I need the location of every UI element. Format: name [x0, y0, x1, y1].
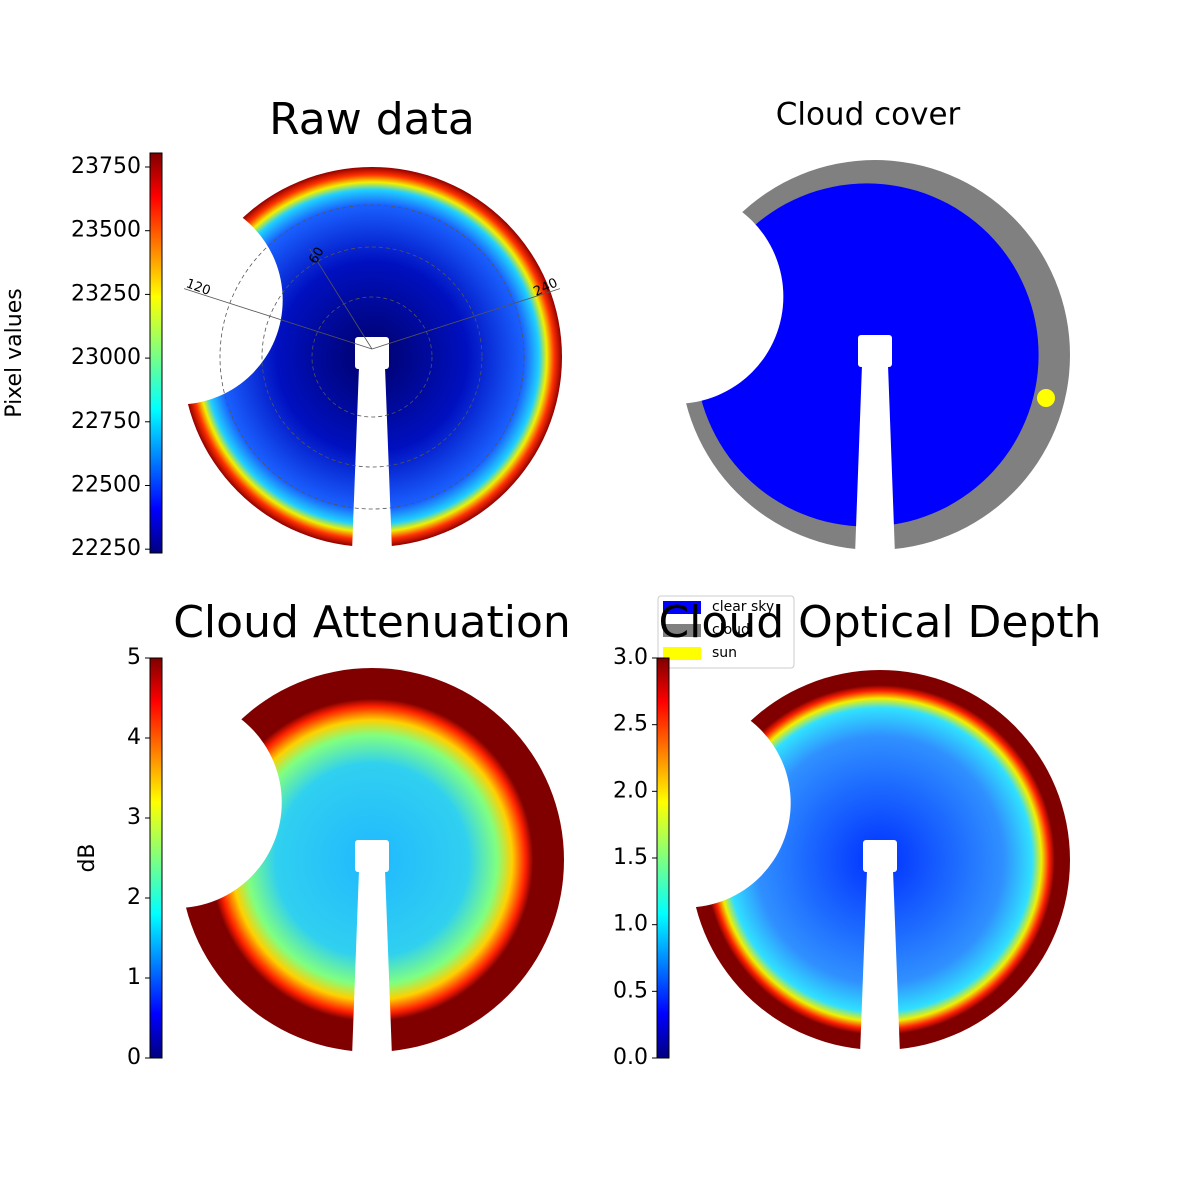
legend-patch — [663, 647, 701, 660]
colorbar-label: dB — [75, 843, 100, 872]
colorbar-tick-label: 1 — [127, 965, 141, 990]
polar-grid-circle — [219, 204, 525, 510]
horizon-mask — [568, 189, 784, 404]
polar-spoke — [309, 248, 373, 350]
mast-mask — [860, 870, 900, 1055]
legend-label: cloud — [712, 622, 750, 638]
colorbar-tick-label: 23250 — [71, 281, 141, 306]
panel-title: Cloud cover — [776, 97, 961, 133]
colorbar-tick-label: 3 — [127, 805, 141, 830]
mast-mask — [352, 870, 392, 1057]
camera-mask — [863, 840, 897, 872]
legend-label: clear sky — [712, 599, 774, 615]
colorbar — [656, 657, 670, 1059]
colorbar-tick-label: 0 — [127, 1045, 141, 1070]
panel-title: Cloud Optical Depth — [658, 597, 1101, 648]
mast-mask — [855, 365, 895, 555]
colorbar-tick-label: 1.5 — [613, 845, 648, 870]
colorbar-tick-label: 0.5 — [613, 978, 648, 1003]
panel-title: Raw data — [269, 94, 475, 145]
polar-grid-circle — [311, 296, 433, 418]
sun-marker — [1037, 389, 1055, 407]
colorbar-tick-label: 2 — [127, 885, 141, 910]
colorbar-tick-label: 22250 — [71, 536, 141, 561]
colorbar-tick-label: 5 — [127, 645, 141, 670]
colorbar-tick-label: 22750 — [71, 409, 141, 434]
colorbar-tick-label: 22500 — [71, 472, 141, 497]
legend-patch — [663, 601, 701, 614]
legend-label: sun — [712, 645, 737, 661]
legend-patch — [663, 624, 701, 637]
polar-grid-circle — [261, 246, 483, 468]
colorbar-tick-label: 4 — [127, 725, 141, 750]
colorbar-tick-label: 1.0 — [613, 912, 648, 937]
camera-mask — [355, 840, 389, 872]
camera-mask — [858, 335, 892, 367]
mast-mask — [352, 367, 392, 552]
colorbar-tick-label: 0.0 — [613, 1045, 648, 1070]
colorbar-tick-label: 3.0 — [613, 645, 648, 670]
horizon-mask — [581, 698, 791, 908]
horizon-mask — [70, 696, 282, 909]
colorbar-tick-label: 23500 — [71, 218, 141, 243]
colorbar-tick-label: 2.5 — [613, 712, 648, 737]
panel-title: Cloud Attenuation — [173, 597, 571, 648]
colorbar-label: Pixel values — [2, 288, 27, 417]
colorbar-tick-label: 23000 — [71, 345, 141, 370]
polar-spoke — [371, 288, 561, 350]
colorbar — [149, 152, 163, 554]
colorbar — [149, 657, 163, 1059]
colorbar-tick-label: 2.0 — [613, 778, 648, 803]
camera-mask — [355, 337, 389, 369]
horizon-mask — [73, 195, 283, 405]
polar-label: 60 — [306, 245, 327, 267]
colorbar-tick-label: 23750 — [71, 154, 141, 179]
polar-spoke — [183, 288, 373, 350]
